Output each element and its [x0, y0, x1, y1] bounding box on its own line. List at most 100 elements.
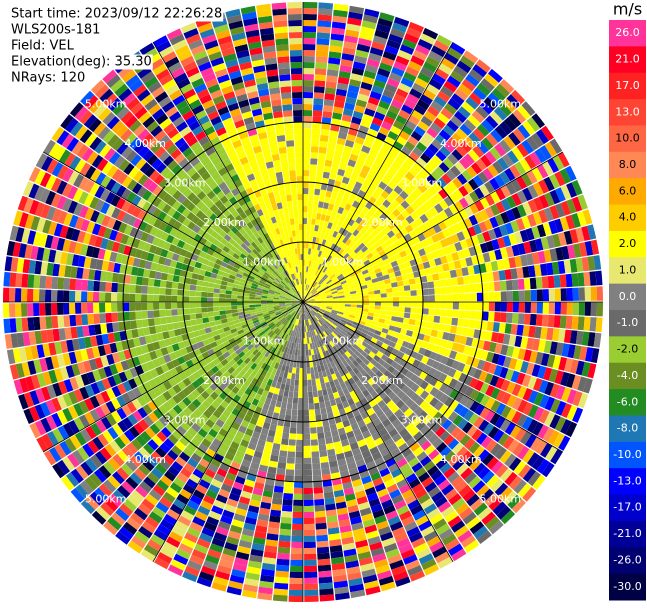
range-gate [324, 431, 332, 438]
range-gate [567, 288, 573, 301]
range-gate [183, 290, 189, 296]
range-gate [404, 291, 410, 297]
range-gate [165, 295, 171, 302]
range-gate [172, 282, 179, 289]
range-gate [289, 584, 303, 590]
range-gate [277, 553, 290, 560]
range-gate [392, 287, 399, 292]
range-gate [203, 322, 210, 328]
range-gate [275, 571, 289, 578]
range-gate [299, 374, 303, 380]
range-gate [288, 397, 294, 404]
range-gate [440, 309, 447, 316]
range-gate [63, 278, 70, 290]
range-gate [112, 273, 119, 283]
range-gate [292, 524, 303, 530]
range-gate [289, 439, 296, 446]
range-gate [316, 56, 328, 63]
range-gate [207, 302, 213, 307]
range-gate [303, 80, 314, 86]
range-gate [45, 290, 51, 302]
range-gate [130, 320, 137, 329]
range-gate [274, 583, 288, 590]
range-gate [226, 286, 233, 291]
range-gate [311, 146, 319, 153]
range-gate [512, 313, 519, 324]
range-gate [278, 541, 290, 548]
range-gate [363, 295, 369, 299]
range-gate [313, 201, 319, 208]
range-gate [324, 166, 332, 173]
range-gate [183, 308, 189, 314]
range-gate [75, 315, 82, 326]
range-gate [381, 293, 387, 297]
range-gate [409, 278, 416, 284]
range-gate [303, 122, 312, 128]
range-gate [304, 476, 313, 482]
range-gate [298, 410, 304, 416]
range-gate [345, 300, 351, 302]
range-gate [237, 309, 243, 313]
range-gate [325, 87, 336, 94]
range-gate [291, 536, 303, 542]
range-gate [306, 236, 310, 242]
range-gate [536, 314, 543, 326]
range-gate [397, 317, 404, 323]
range-gate [303, 20, 317, 26]
range-gate [225, 306, 231, 310]
range-gate [597, 286, 603, 301]
range-gate [293, 506, 303, 512]
range-gate [407, 273, 414, 280]
range-gate [297, 428, 303, 434]
range-gate [255, 304, 261, 307]
range-gate [312, 385, 317, 392]
range-gate [33, 275, 40, 288]
range-gate [323, 172, 330, 179]
range-gate [309, 403, 315, 409]
range-gate [305, 254, 308, 260]
range-gate [409, 319, 416, 325]
range-gate [477, 293, 483, 302]
range-gate [39, 303, 45, 316]
range-gate [272, 443, 280, 450]
range-gate [320, 456, 328, 463]
range-gate [287, 403, 293, 410]
range-gate [405, 307, 411, 313]
range-gate [209, 321, 216, 327]
range-gate [311, 152, 319, 159]
range-gate [9, 273, 16, 287]
range-gate [324, 196, 330, 203]
range-gate [303, 356, 306, 362]
range-gate [190, 285, 197, 291]
range-gate [304, 584, 318, 590]
range-gate [543, 289, 549, 301]
range-gate [499, 270, 506, 280]
range-gate [298, 350, 301, 356]
range-gate [99, 282, 106, 292]
range-gate [387, 297, 393, 301]
range-gate [111, 303, 117, 312]
range-gate [167, 323, 174, 331]
range-gate [386, 311, 393, 316]
range-gate [542, 315, 549, 327]
range-gate [290, 560, 303, 566]
range-gate [306, 350, 309, 356]
range-gate [375, 294, 381, 298]
range-gate [273, 492, 283, 499]
range-gate [429, 295, 435, 301]
range-gate [441, 302, 447, 309]
range-gate [57, 303, 63, 315]
range-gate [290, 421, 296, 427]
range-gate [283, 499, 293, 506]
range-gate [225, 290, 231, 294]
range-gate [282, 396, 288, 403]
range-gate [278, 547, 290, 554]
range-gate [45, 276, 52, 289]
range-gate [417, 302, 423, 308]
range-gate [243, 302, 249, 305]
range-gate [303, 242, 306, 248]
range-gate [304, 542, 316, 548]
range-gate [435, 295, 441, 302]
range-gate [307, 374, 311, 380]
